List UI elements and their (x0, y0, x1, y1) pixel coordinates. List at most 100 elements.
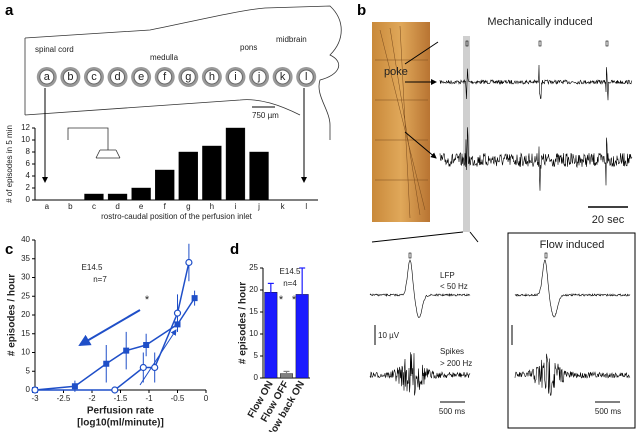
x-tick-label: a (45, 202, 50, 211)
x-tick-label: i (235, 202, 237, 211)
panel-label: d (230, 241, 239, 258)
point (123, 347, 130, 354)
inlet-inner (180, 69, 196, 85)
inlet-label: l (305, 71, 307, 83)
x-tick-label: b (68, 202, 73, 211)
poke-label: poke (384, 66, 408, 78)
inlet-inner (204, 69, 220, 85)
x-tick-label: c (92, 202, 96, 211)
scale-label: 500 ms (439, 407, 465, 416)
box-title: Flow induced (540, 239, 605, 251)
x-axis-label: [log10(ml/minute)] (77, 418, 164, 429)
x-tick-label: 0 (204, 394, 209, 403)
inlet-inner (133, 69, 149, 85)
point (143, 342, 150, 348)
x-tick-label: l (305, 202, 307, 211)
y-tick-label: 25 (249, 263, 258, 272)
trace (369, 259, 471, 318)
x-tick-label: -0.5 (171, 394, 185, 403)
y-tick-label: 25 (21, 291, 30, 300)
trace (369, 352, 471, 396)
x-tick-label: -1.5 (114, 394, 128, 403)
region-label: pons (240, 43, 257, 52)
annotation: E14.5 (280, 267, 301, 276)
point (151, 363, 159, 372)
y-tick-label: 10 (21, 348, 30, 357)
x-tick-label: h (210, 202, 214, 211)
y-tick-label: 0 (26, 385, 31, 394)
inlet-label: d (114, 71, 120, 83)
x-tick-label: -2 (88, 394, 96, 403)
y-tick-label: 10 (21, 135, 30, 144)
region-label: medulla (150, 53, 179, 62)
flow-box (507, 232, 636, 429)
inlet-inner (227, 69, 243, 85)
panel-title: Mechanically induced (487, 16, 592, 28)
annotation: * (292, 294, 297, 306)
y-axis-label: # episodes / hour (238, 282, 249, 364)
bar (202, 145, 222, 201)
y-tick-label: 30 (21, 273, 30, 282)
arrow (404, 131, 437, 159)
y-tick-label: 15 (249, 307, 258, 316)
inlet-label: g (185, 71, 191, 83)
event-marker (408, 252, 412, 259)
y-axis-label: # episodes / hour (7, 274, 18, 356)
inlet-inner (39, 69, 55, 85)
y-tick-label: 20 (21, 310, 30, 319)
poke-probe (404, 41, 439, 65)
y-tick-label: 6 (26, 159, 31, 168)
bar (155, 169, 175, 201)
x-tick-label: g (186, 202, 190, 211)
panel-label: a (5, 2, 14, 19)
inlet-label: h (209, 71, 215, 83)
perfusion-icon (67, 127, 121, 159)
series-line (34, 297, 196, 391)
y-tick-label: 5 (254, 351, 259, 360)
bar (225, 127, 246, 201)
inlet-label: a (44, 71, 51, 83)
event-marker (538, 40, 542, 47)
x-tick-label: k (281, 202, 286, 211)
inlet-inner (275, 69, 291, 85)
bar (249, 151, 269, 201)
y-tick-label: 35 (21, 254, 30, 263)
zoom-line (371, 231, 464, 243)
inlet-label: e (138, 71, 144, 83)
traces (369, 64, 633, 396)
inlet-label: c (91, 71, 97, 83)
x-tick-label: e (139, 202, 144, 211)
annotation: n=7 (93, 275, 107, 284)
electrode-grid (375, 25, 428, 219)
trace (439, 64, 633, 101)
inlet-label: b (67, 71, 73, 83)
point (103, 360, 110, 367)
scale-label: 20 sec (592, 214, 625, 226)
y-tick-label: 12 (21, 123, 30, 132)
y-tick-label: 0 (26, 195, 31, 204)
inlet-label: f (163, 71, 167, 83)
inlet-label: k (280, 71, 286, 83)
point (191, 295, 198, 302)
point (173, 309, 182, 317)
highlight (463, 36, 470, 232)
arrow (78, 309, 141, 347)
y-axis-label: # of episodes in 5 min (5, 125, 14, 203)
bar (178, 151, 198, 201)
y-tick-label: 4 (26, 171, 31, 180)
point (31, 386, 39, 394)
trace-label: Spikes (440, 347, 464, 356)
inlet-label: j (257, 71, 260, 83)
inlet-inner (62, 69, 78, 85)
scale-label: 500 ms (595, 407, 621, 416)
y-tick-label: 0 (254, 373, 259, 382)
annotation: * (145, 294, 150, 306)
inlet-inner (157, 69, 173, 85)
point (185, 258, 193, 267)
panel-label: b (357, 2, 366, 19)
inlet-inner (86, 69, 102, 85)
inlet-inner (251, 69, 267, 85)
arrow (139, 329, 177, 386)
y-tick-label: 8 (26, 147, 31, 156)
